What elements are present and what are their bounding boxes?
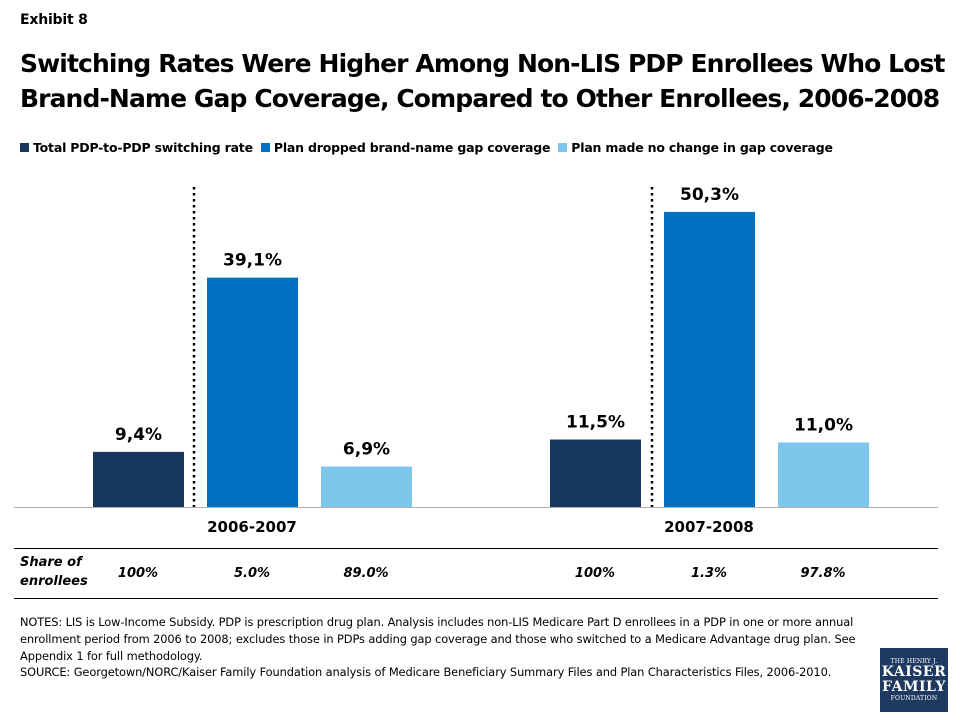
exhibit-label: Exhibit 8 bbox=[20, 12, 88, 28]
logo-line-2: KAISER bbox=[881, 664, 947, 680]
share-value: 100% bbox=[117, 566, 159, 581]
bar bbox=[207, 277, 298, 507]
legend-swatch-dropped bbox=[260, 143, 270, 152]
bar bbox=[93, 451, 184, 507]
chart-title-line-1: Switching Rates Were Higher Among Non-LI… bbox=[20, 49, 945, 78]
legend-item-no-change: Plan made no change in gap coverage bbox=[558, 140, 833, 155]
bar-data-label: 50,3% bbox=[680, 185, 739, 205]
share-bottom-rule bbox=[14, 598, 938, 599]
share-label-line-1: Share of bbox=[20, 555, 82, 570]
chart-legend: Total PDP-to-PDP switching rate Plan dro… bbox=[20, 140, 960, 155]
share-value: 97.8% bbox=[800, 566, 846, 581]
logo-line-3: FAMILY bbox=[882, 679, 946, 695]
legend-label-total: Total PDP-to-PDP switching rate bbox=[33, 140, 253, 155]
legend-item-total: Total PDP-to-PDP switching rate bbox=[20, 140, 253, 155]
legend-item-dropped: Plan dropped brand-name gap coverage bbox=[260, 140, 551, 155]
bar-data-label: 11,5% bbox=[566, 413, 625, 433]
bar bbox=[778, 442, 869, 507]
bar-data-label: 9,4% bbox=[115, 425, 162, 445]
x-tick-label: 2006-2007 bbox=[207, 518, 297, 536]
share-value: 100% bbox=[574, 566, 616, 581]
share-value: 1.3% bbox=[690, 566, 728, 581]
bar bbox=[321, 466, 412, 507]
legend-swatch-total bbox=[20, 143, 29, 152]
source-text: SOURCE: Georgetown/NORC/Kaiser Family Fo… bbox=[20, 665, 832, 680]
notes-text: NOTES: LIS is Low-Income Subsidy. PDP is… bbox=[20, 615, 856, 663]
logo-line-1: THE HENRY J. bbox=[890, 658, 938, 665]
logo-line-4: FOUNDATION bbox=[890, 695, 938, 702]
x-tick-label: 2007-2008 bbox=[664, 518, 754, 536]
bar-data-label: 11,0% bbox=[794, 415, 853, 435]
bar-data-label: 39,1% bbox=[223, 251, 282, 271]
bar bbox=[550, 439, 641, 507]
bar-data-label: 6,9% bbox=[343, 440, 390, 460]
chart-title-line-2: Brand-Name Gap Coverage, Compared to Oth… bbox=[20, 84, 940, 113]
legend-label-no-change: Plan made no change in gap coverage bbox=[571, 140, 833, 155]
legend-swatch-no-change bbox=[558, 143, 568, 152]
share-label-line-2: enrollees bbox=[20, 574, 88, 589]
share-of-enrollees-label: Share of enrollees bbox=[20, 553, 90, 591]
notes-section: NOTES: LIS is Low-Income Subsidy. PDP is… bbox=[20, 614, 870, 681]
bar bbox=[664, 211, 755, 507]
share-value: 5.0% bbox=[233, 566, 271, 581]
share-value: 89.0% bbox=[343, 566, 389, 581]
share-top-rule bbox=[14, 548, 938, 549]
legend-label-dropped: Plan dropped brand-name gap coverage bbox=[273, 140, 551, 155]
bar-chart: 9,4% 39,1% 6,9% 2006-2007 11,5% 50,3% 11,0% 200… bbox=[14, 185, 938, 536]
kaiser-foundation-logo: THE HENRY J. KAISER FAMILY FOUNDATION bbox=[880, 648, 948, 712]
chart-title: Switching Rates Were Higher Among Non-LI… bbox=[20, 46, 945, 116]
